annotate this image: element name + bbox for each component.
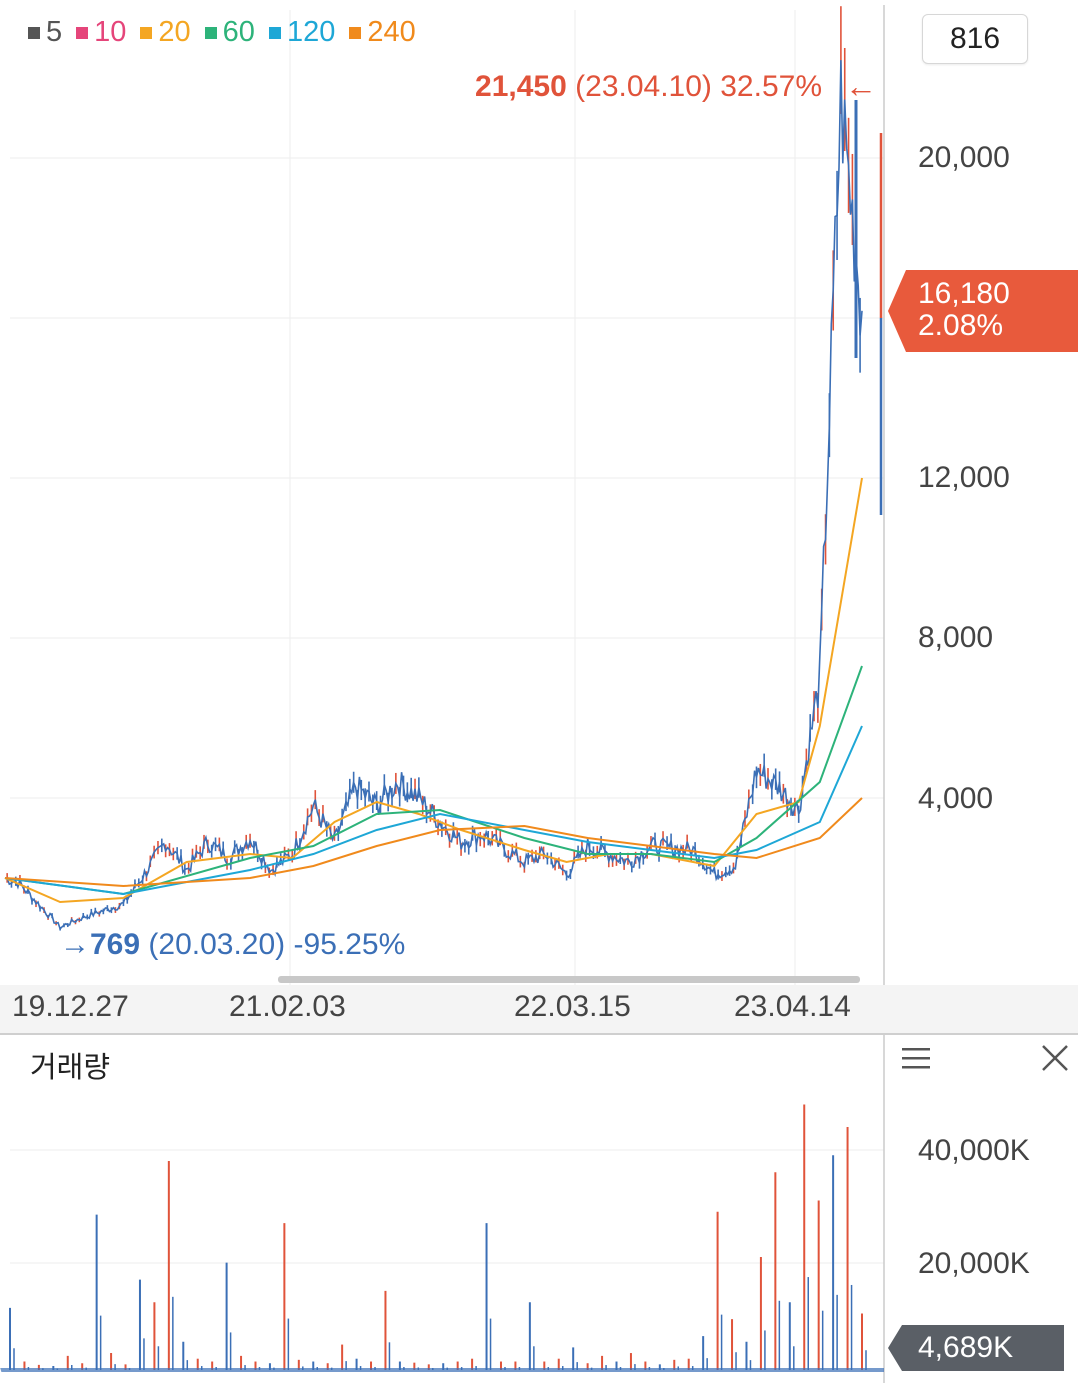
current-volume: 4,689K [918,1331,1014,1364]
arrow-left-icon: ← [845,68,877,104]
ma-line-20 [4,477,863,904]
high-annotation: 21,450 (23.04.10) 32.57% [475,70,822,104]
legend-item[interactable]: 20 [140,16,191,49]
candle-count-box[interactable]: 816 [922,14,1028,64]
current-price: 16,180 [918,277,1010,310]
volume-chart[interactable] [0,1035,1078,1383]
legend-label: 60 [222,16,255,48]
price-line [4,60,863,931]
high-value: 21,450 [475,70,567,103]
x-tick-label: 19.12.27 [12,990,129,1023]
arrow-right-icon: → [60,928,90,961]
ma-line-120 [4,725,863,896]
legend-item[interactable]: 240 [349,16,416,49]
close-icon[interactable] [1040,1043,1070,1073]
y-tick-label: 12,000 [918,461,1010,494]
legend-swatch [76,26,89,39]
x-tick-label: 22.03.15 [514,990,631,1023]
current-price-tag [888,270,1078,352]
legend-item[interactable]: 10 [76,16,126,49]
low-date: (20.03.20) [148,928,286,961]
price-chart[interactable] [0,0,1078,1035]
y-tick-label: 4,000 [918,782,994,815]
legend-item[interactable]: 120 [268,16,336,49]
legend-label: 10 [94,16,127,48]
menu-icon[interactable] [900,1045,932,1071]
candle-count: 816 [949,22,1001,55]
legend-swatch [204,26,217,39]
scroll-thumb [278,976,860,983]
current-volume-tag [888,1325,1064,1371]
current-change: 2.08% [918,309,1004,342]
legend-swatch [140,26,153,39]
low-value: 769 [90,928,141,961]
high-pct: 32.57% [720,70,822,103]
legend-label: 5 [46,16,63,48]
volume-y-tick-label: 20,000K [918,1247,1030,1280]
current-price-tag-text: 16,180 2.08% [918,278,1010,342]
legend-swatch [268,26,281,39]
high-date: (23.04.10) [575,70,712,103]
y-tick-label: 20,000 [918,141,1010,174]
y-tick-label: 8,000 [918,621,994,654]
legend-swatch [349,26,362,39]
legend-item[interactable]: 5 [28,16,62,49]
ma-line-60 [4,665,863,896]
low-pct: -95.25% [293,928,406,961]
x-tick-label: 23.04.14 [734,990,851,1023]
legend-swatch [28,26,40,39]
x-tick-label: 21.02.03 [229,990,346,1023]
x-axis-band [0,985,1078,1033]
legend-label: 20 [158,16,191,48]
legend-label: 240 [367,16,416,48]
moving-average-legend: 5 10 20 60 120 240 [28,16,416,49]
legend-item[interactable]: 60 [204,16,255,49]
volume-y-tick-label: 40,000K [918,1134,1030,1167]
legend-label: 120 [286,16,336,48]
ma-line-240 [4,797,863,888]
low-annotation: →769 (20.03.20) -95.25% [60,928,405,962]
volume-title: 거래량 [30,1052,111,1084]
volume-baseline [0,1368,884,1372]
